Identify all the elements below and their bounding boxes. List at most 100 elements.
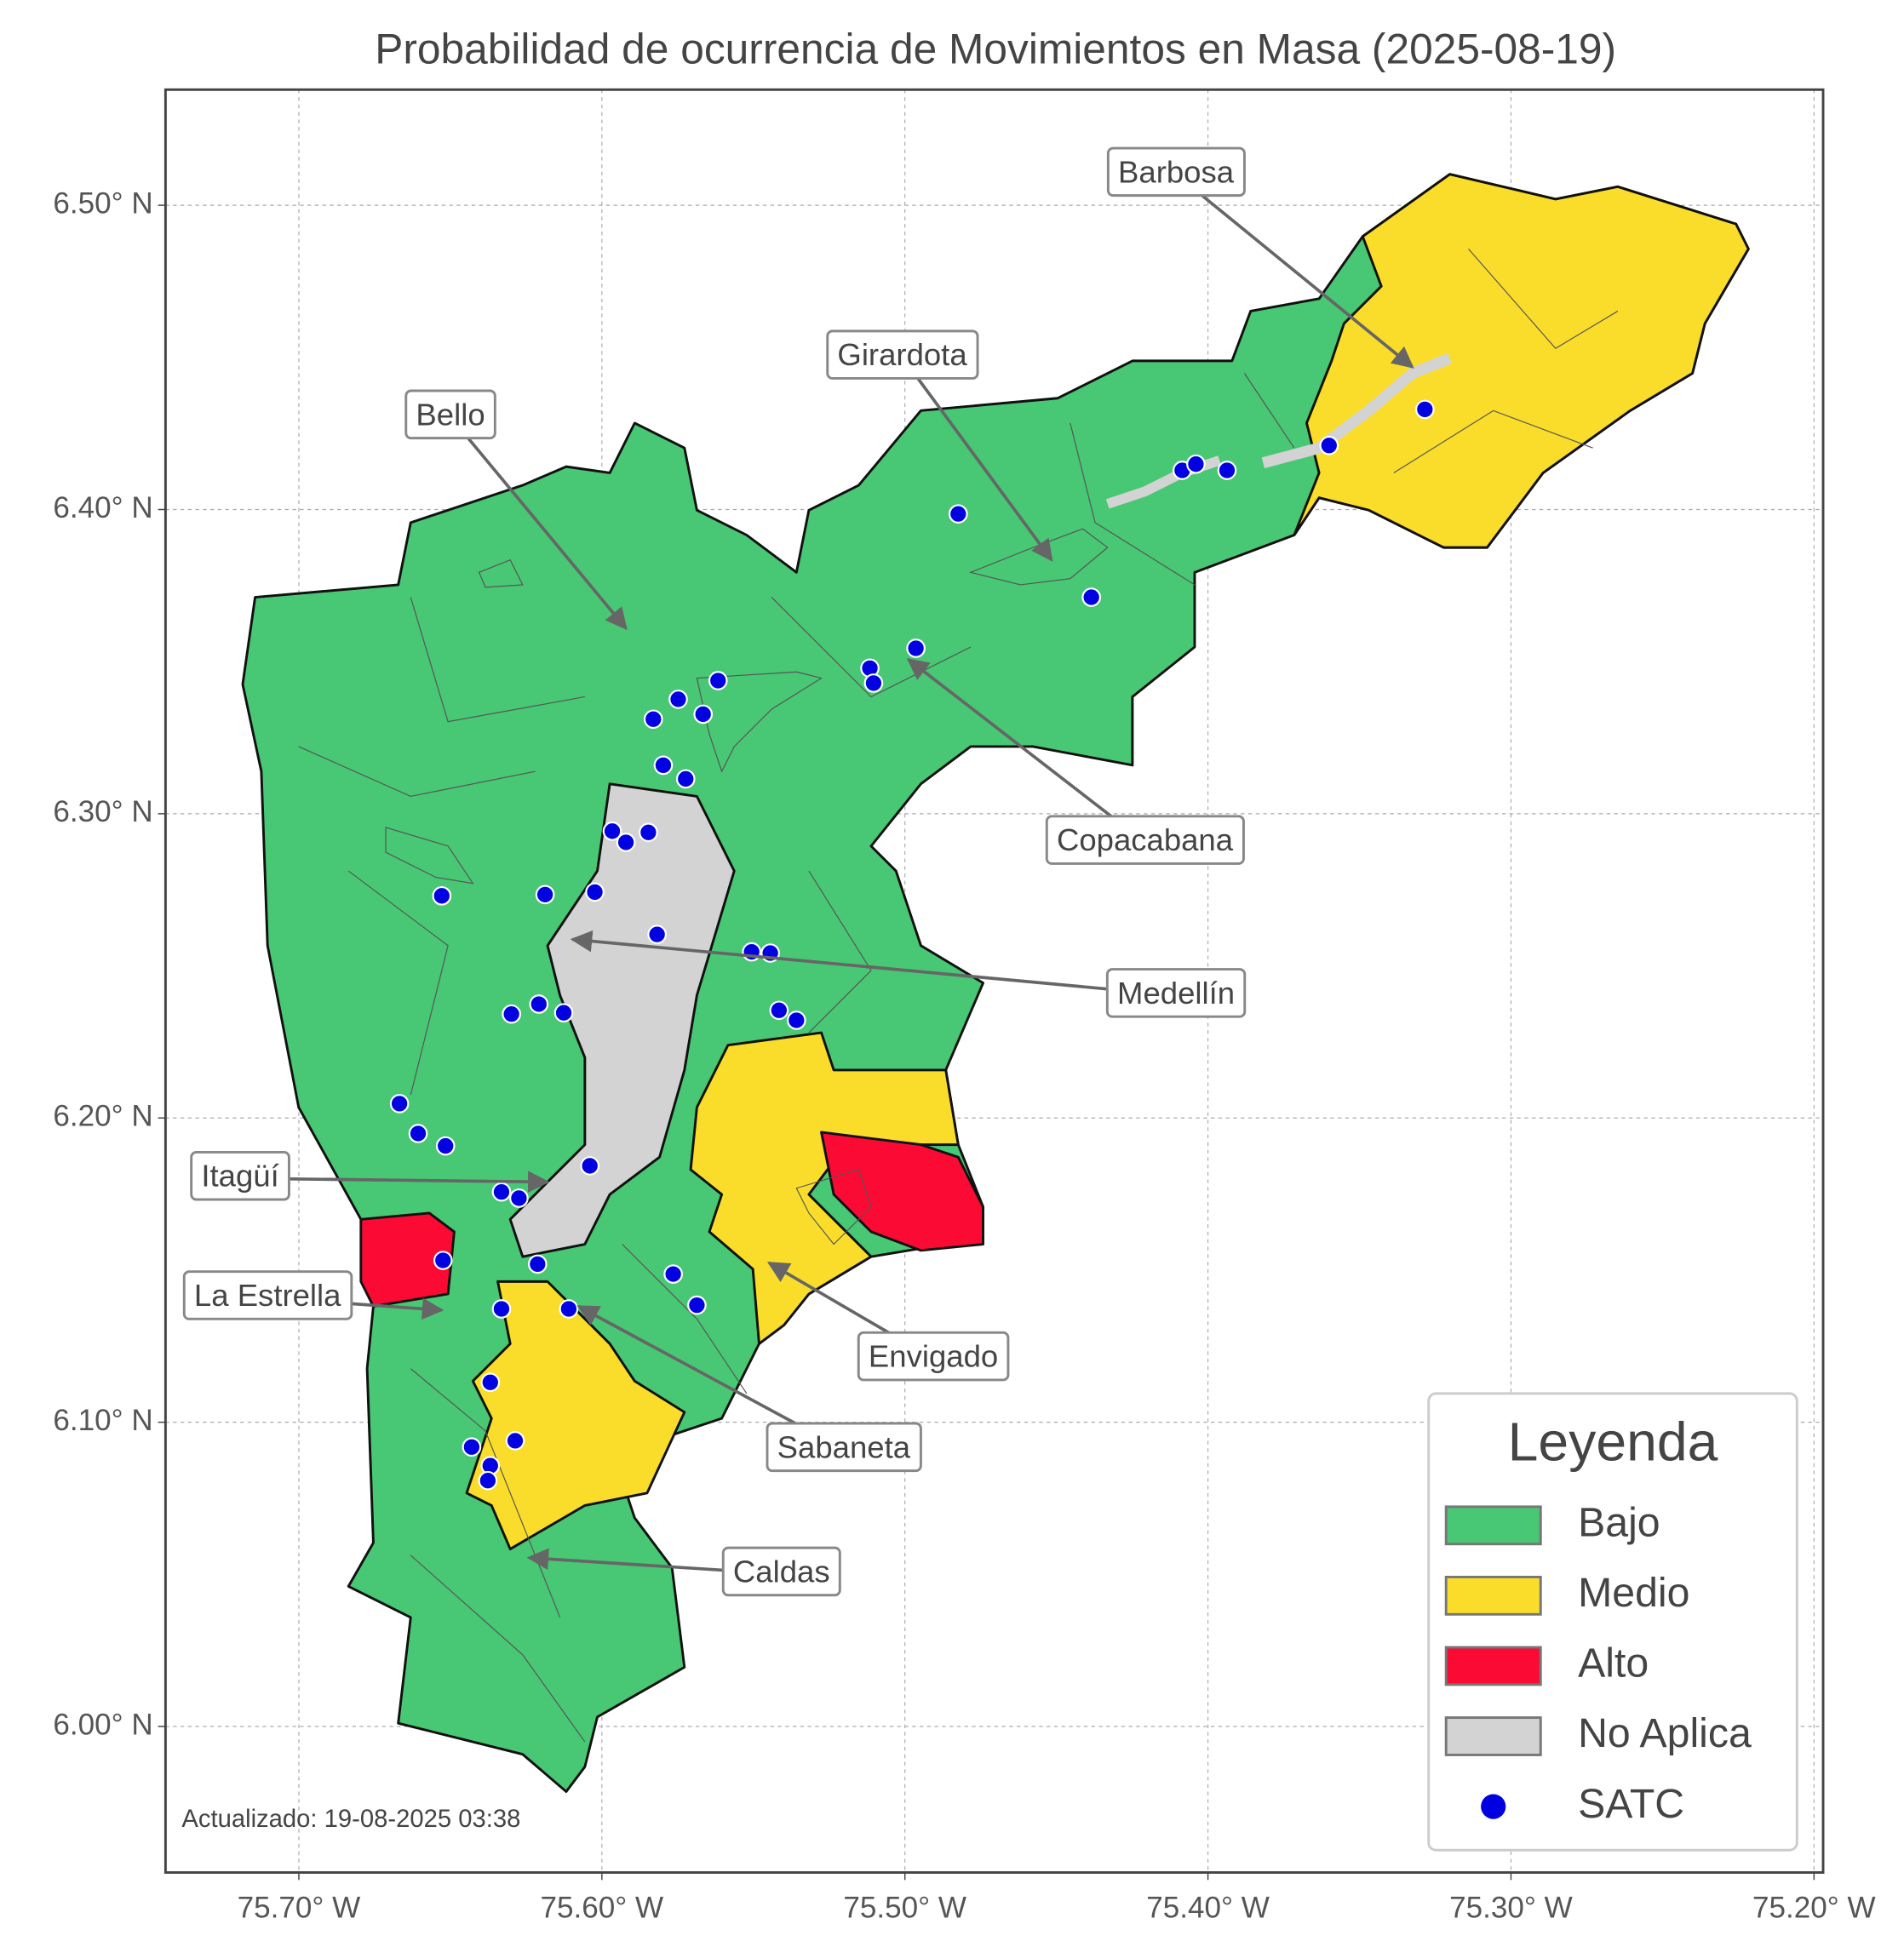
x-tick-label: 75.30° W — [1449, 1892, 1573, 1925]
annotation-arrow — [240, 1171, 550, 1193]
x-tick-label: 75.40° W — [1146, 1892, 1270, 1925]
annotation-box — [1106, 146, 1246, 198]
x-tick-label: 75.20° W — [1752, 1892, 1876, 1925]
region-no-aplica — [696, 671, 823, 773]
satc-point — [1081, 587, 1102, 607]
satc-point — [1186, 454, 1206, 474]
annotation-label: Caldas — [733, 1554, 830, 1589]
satc-point — [559, 1299, 579, 1319]
satc-point — [480, 1372, 501, 1393]
annotation-arrow — [901, 356, 1053, 562]
annotation-box — [766, 1422, 922, 1473]
legend-label: Medio — [1578, 1570, 1689, 1616]
region-medio — [689, 1031, 960, 1345]
annotation-label: Itagüí — [201, 1159, 278, 1194]
satc-point — [653, 755, 674, 776]
satc-point — [408, 1124, 428, 1143]
subdivision-line — [298, 746, 536, 798]
y-tick-label: 6.10° N — [53, 1404, 152, 1437]
legend-label: No Aplica — [1578, 1710, 1752, 1756]
region-medio — [385, 827, 474, 885]
satc-point — [786, 1011, 806, 1030]
annotations: Barbosa Girardota Bello Copacabana Medellín I… — [182, 146, 1414, 1597]
title: Probabilidad de ocurrencia de Movimiento… — [375, 26, 1616, 73]
annotation-arrow — [570, 930, 1177, 998]
region-no-aplica — [478, 558, 524, 588]
y-tick-label: 6.40° N — [53, 491, 152, 524]
satc-point — [553, 1003, 574, 1023]
x-tick-label: 75.70° W — [238, 1892, 361, 1925]
subdivision-line — [808, 870, 872, 1033]
legend-label: SATC — [1578, 1781, 1684, 1827]
satc-point — [602, 821, 622, 841]
annotation-arrow — [449, 415, 628, 631]
annotation-box — [857, 1331, 1010, 1382]
subdivision-line — [347, 870, 449, 1096]
satc-point — [491, 1299, 512, 1319]
satc-point — [502, 1004, 521, 1024]
subdivision-line — [771, 597, 972, 698]
y-tick-label: 6.20° N — [53, 1100, 152, 1133]
region-no-aplica — [795, 1169, 872, 1245]
satc-point — [585, 882, 605, 902]
subdivision-line — [1393, 409, 1593, 473]
satc-point — [509, 1188, 529, 1208]
annotation-arrow — [1174, 173, 1414, 369]
region-alto — [820, 1131, 984, 1252]
legend-swatch — [1444, 1575, 1542, 1616]
x-tick-label: 75.60° W — [541, 1892, 664, 1925]
satc-point — [1319, 435, 1339, 455]
satc-point — [663, 1264, 683, 1284]
region-medio — [465, 1280, 686, 1551]
axes: 75.70° W 75.60° W 75.50° W 75.40° W 75.30° W… — [53, 186, 1875, 1924]
satc-point — [580, 1156, 600, 1176]
satc-point — [616, 833, 636, 852]
region-alto — [359, 1211, 456, 1308]
satc-point — [863, 673, 884, 693]
satc-point — [491, 1182, 512, 1202]
satc-point — [389, 1094, 410, 1114]
satc-point — [948, 504, 968, 524]
satc-point — [769, 1000, 789, 1021]
subdivision-line — [1243, 373, 1295, 449]
x-tick-label: 75.50° W — [843, 1892, 966, 1925]
legend-swatch — [1444, 1716, 1542, 1756]
satc-point — [432, 885, 452, 906]
update-note: Actualizado: 19-08-2025 03:38 — [181, 1806, 520, 1833]
annotation-box — [190, 1150, 290, 1201]
y-tick-label: 6.30° N — [53, 795, 152, 828]
annotation-box — [721, 1546, 841, 1597]
annotation-box — [182, 1270, 353, 1320]
region-no-aplica — [508, 782, 736, 1258]
satc-point — [435, 1136, 456, 1156]
satc-point — [639, 822, 658, 843]
annotation-box — [826, 329, 979, 380]
annotation-label: Sabaneta — [777, 1429, 911, 1464]
annotation-label: Girardota — [837, 337, 967, 372]
satc-point — [1217, 461, 1237, 480]
legend-swatch — [1444, 1646, 1542, 1686]
y-tick-label: 6.00° N — [53, 1708, 152, 1741]
annotation-label: Envigado — [869, 1339, 998, 1374]
y-tick-label: 6.50° N — [53, 186, 152, 220]
satc-point — [505, 1431, 525, 1451]
annotation-label: La Estrella — [194, 1278, 341, 1313]
subdivision-line — [622, 1244, 748, 1394]
annotation-box — [404, 389, 496, 440]
legend: Leyenda Bajo Medio Alto No Aplica SATC — [1427, 1392, 1798, 1852]
subdivision-line — [410, 597, 585, 723]
regions — [241, 173, 1750, 1794]
satc-point — [478, 1470, 498, 1491]
annotation-label: Medellín — [1117, 976, 1235, 1011]
satc-point — [433, 1251, 453, 1270]
annotation-label: Barbosa — [1118, 154, 1235, 189]
satc-point — [906, 638, 926, 658]
subdivision-line — [1468, 248, 1619, 350]
river-strip — [1261, 352, 1453, 469]
satc-point — [529, 994, 549, 1014]
satc-point — [693, 704, 714, 724]
annotation-label: Copacabana — [1057, 822, 1234, 857]
satc-points — [389, 399, 1435, 1491]
region-medio — [1293, 173, 1750, 549]
